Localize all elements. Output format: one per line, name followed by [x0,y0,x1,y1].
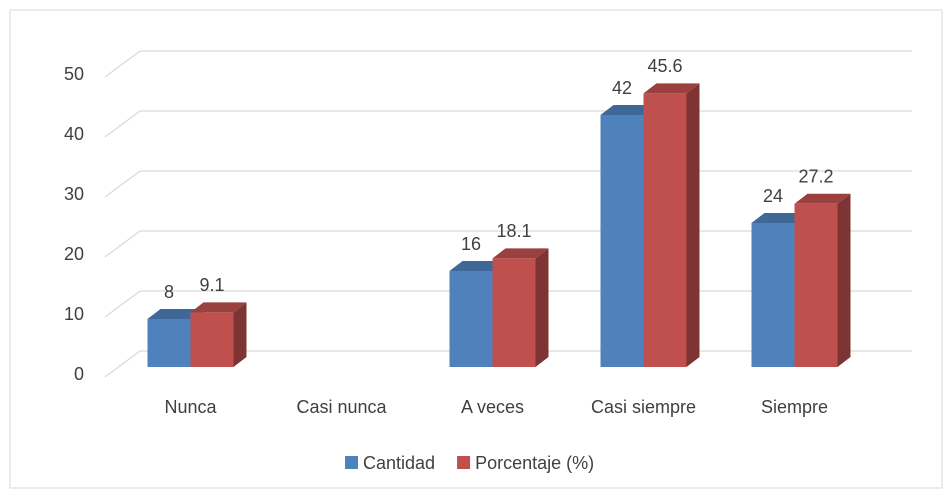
bar [794,203,838,367]
x-tick-label: Casi siempre [591,397,696,417]
y-tick-label: 30 [64,184,84,204]
legend-label: Cantidad [363,453,435,473]
bar-top [794,193,851,204]
bar-side [233,302,247,367]
data-label: 8 [164,282,174,302]
bar [147,319,191,367]
data-label: 27.2 [798,167,833,187]
bar [190,312,234,367]
legend-swatch [457,456,471,469]
x-tick-label: Siempre [761,397,828,417]
x-tick-label: A veces [461,397,524,417]
x-tick-label: Nunca [164,397,217,417]
bar-top [751,213,808,223]
y-tick-label: 40 [64,124,84,144]
data-label: 45.6 [647,56,682,76]
y-tick-label: 10 [64,304,84,324]
x-tick-label: Casi nunca [296,397,387,417]
grid-line [104,50,912,78]
y-tick-label: 50 [64,64,84,84]
data-label: 9.1 [199,275,224,295]
bar-top [147,309,204,319]
bar-side [535,248,549,367]
data-label: 16 [461,234,481,254]
bar-top [643,83,700,94]
bar [492,258,536,367]
bar-side [686,83,700,368]
legend-label: Porcentaje (%) [475,453,594,473]
data-label: 18.1 [496,221,531,241]
data-label: 24 [763,186,783,206]
bar [643,93,687,368]
bar [600,115,644,367]
y-tick-label: 0 [74,364,84,384]
data-label: 42 [612,78,632,98]
bar-top [492,248,549,259]
bar-top [600,105,657,115]
bar-top [190,302,247,313]
bar [449,271,493,367]
bar-top [449,261,506,271]
legend-swatch [345,456,358,469]
bar-side [837,193,851,367]
y-tick-label: 20 [64,244,84,264]
bar [751,223,795,367]
